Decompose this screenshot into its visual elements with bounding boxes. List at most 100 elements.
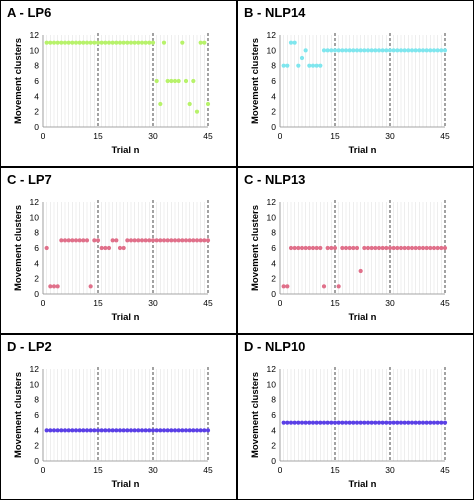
data-point <box>354 245 360 251</box>
x-axis-title: Trial n <box>112 479 140 490</box>
x-axis-title: Trial n <box>349 312 377 323</box>
data-point <box>424 48 429 53</box>
data-point <box>48 284 53 289</box>
y-axis-title: Movement clusters <box>250 205 261 291</box>
data-point <box>318 63 323 68</box>
data-point <box>296 420 301 425</box>
data-point <box>99 245 104 251</box>
data-point <box>325 420 330 425</box>
data-point <box>406 420 411 425</box>
panel-nlp10: 0 2 4 6 8 10 12 0 15 30 45 Trial n Movement clusters… <box>237 334 474 500</box>
data-point <box>303 420 308 425</box>
data-point <box>384 48 389 53</box>
data-point <box>442 48 448 53</box>
data-point <box>362 420 367 425</box>
data-point <box>409 48 415 53</box>
data-point <box>154 428 159 433</box>
data-point <box>92 238 97 243</box>
y-tick-label: 6 <box>34 243 39 253</box>
y-tick-label: 12 <box>267 197 277 207</box>
data-point <box>395 48 400 53</box>
data-point <box>376 420 382 425</box>
data-point <box>296 63 301 68</box>
data-point <box>439 245 444 251</box>
y-tick-label: 4 <box>34 425 39 435</box>
data-point <box>343 420 349 425</box>
x-tick-label: 30 <box>148 465 158 475</box>
data-point <box>117 428 123 433</box>
x-tick-label: 15 <box>330 465 340 475</box>
data-point <box>150 238 156 243</box>
data-point <box>176 238 181 243</box>
data-point <box>362 48 367 53</box>
x-tick-label: 45 <box>203 298 213 308</box>
y-tick-label: 8 <box>34 228 39 238</box>
data-point <box>103 428 108 433</box>
data-point <box>81 40 86 45</box>
data-point <box>55 40 60 45</box>
data-point <box>114 428 119 433</box>
y-tick-label: 2 <box>34 107 39 117</box>
data-point <box>285 420 290 425</box>
data-point <box>84 238 90 243</box>
data-point <box>139 428 145 433</box>
data-point <box>143 238 148 243</box>
data-point <box>402 48 407 53</box>
x-tick-label: 30 <box>385 298 395 308</box>
data-point <box>198 238 203 243</box>
data-point <box>136 40 141 45</box>
data-point <box>340 48 345 53</box>
data-point <box>431 48 437 53</box>
data-point <box>70 238 75 243</box>
x-tick-label: 45 <box>440 298 450 308</box>
data-point <box>139 238 145 243</box>
data-point <box>380 48 385 53</box>
data-point <box>169 78 174 84</box>
data-point <box>288 420 294 425</box>
data-point <box>347 420 352 425</box>
y-tick-label: 4 <box>34 91 39 101</box>
data-point <box>314 245 319 251</box>
data-point <box>340 420 345 425</box>
data-point <box>402 420 407 425</box>
data-point <box>420 420 426 425</box>
data-point <box>420 48 426 53</box>
data-point <box>435 420 440 425</box>
panel-nlp13: 0 2 4 6 8 10 12 0 15 30 45 Trial n Movement clusters… <box>237 167 474 334</box>
data-point <box>358 420 363 425</box>
y-tick-label: 12 <box>30 364 40 374</box>
data-point <box>176 78 181 84</box>
data-point <box>299 245 305 251</box>
data-point <box>391 48 396 53</box>
data-point <box>435 245 440 251</box>
data-point <box>398 420 404 425</box>
data-point <box>205 428 211 433</box>
data-point <box>147 238 152 243</box>
y-tick-label: 0 <box>34 122 39 132</box>
data-point <box>369 48 374 53</box>
data-point <box>395 420 400 425</box>
data-point <box>347 245 352 251</box>
data-point <box>95 238 101 243</box>
data-point <box>180 40 185 45</box>
data-point <box>384 420 389 425</box>
data-point <box>325 48 330 53</box>
data-point <box>73 428 79 433</box>
data-point <box>369 245 374 251</box>
y-tick-label: 10 <box>30 45 40 55</box>
y-tick-label: 4 <box>34 258 39 268</box>
data-point <box>132 238 137 243</box>
panel-title: A - LP6 <box>7 5 52 20</box>
data-point <box>125 238 130 243</box>
data-point <box>121 245 126 251</box>
data-point <box>373 245 378 251</box>
data-point <box>66 40 71 45</box>
data-point <box>154 238 159 243</box>
data-point <box>336 48 341 53</box>
data-point <box>205 238 211 243</box>
data-point <box>299 55 305 61</box>
data-point <box>147 40 152 45</box>
data-point <box>44 428 49 433</box>
data-point <box>205 101 211 107</box>
